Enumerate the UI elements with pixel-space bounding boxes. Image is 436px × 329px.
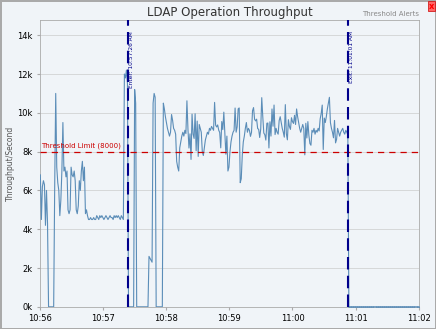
Text: Exit: 11:01:01 AM: Exit: 11:01:01 AM: [348, 31, 354, 83]
Text: Threshold Limit (8000): Threshold Limit (8000): [41, 142, 121, 149]
Title: LDAP Operation Throughput: LDAP Operation Throughput: [146, 6, 312, 18]
Y-axis label: Throughput/Second: Throughput/Second: [6, 126, 14, 201]
Text: Threshold Alerts: Threshold Alerts: [361, 11, 419, 17]
Text: Enter: 10:57:26 AM: Enter: 10:57:26 AM: [129, 31, 134, 88]
Text: x: x: [429, 2, 434, 11]
